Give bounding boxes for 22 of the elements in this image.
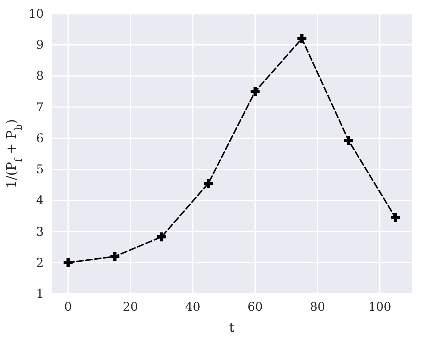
y-tick-label: 4 (36, 194, 44, 208)
point (109, 250, 122, 263)
x-tick-label: 100 (368, 300, 392, 314)
x-tick-label: 80 (310, 300, 326, 314)
point (390, 212, 402, 224)
y-tick-label: 5 (36, 162, 44, 177)
x-axis-title: t (229, 321, 236, 336)
y-tick-label: 8 (36, 69, 44, 84)
y-tick-label: 9 (36, 38, 44, 52)
point (296, 32, 308, 45)
y-tick-label: 1 (36, 287, 44, 301)
point (249, 86, 262, 98)
point (62, 256, 74, 269)
y-tick-label: 2 (36, 256, 44, 270)
y-tick-label: 7 (36, 100, 44, 114)
x-tick-label: 60 (248, 300, 264, 314)
y-tick-label: 6 (36, 131, 44, 146)
x-tick-label: 40 (185, 300, 201, 314)
y-tick-label: 10 (28, 7, 44, 21)
y-tick-label: 3 (36, 224, 44, 239)
x-tick-label: 0 (64, 300, 72, 314)
x-tick-label: 20 (123, 300, 138, 314)
